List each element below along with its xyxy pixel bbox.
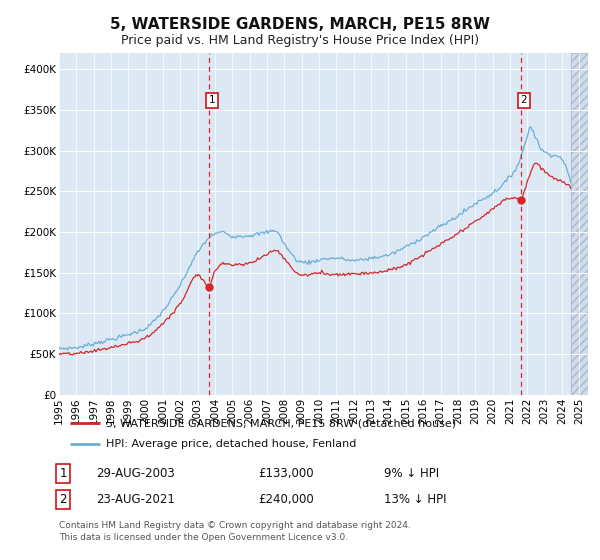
Text: 29-AUG-2003: 29-AUG-2003	[96, 466, 175, 480]
Text: 13% ↓ HPI: 13% ↓ HPI	[384, 493, 446, 506]
Text: Price paid vs. HM Land Registry's House Price Index (HPI): Price paid vs. HM Land Registry's House …	[121, 34, 479, 47]
Bar	[571, 53, 588, 395]
Text: Contains HM Land Registry data © Crown copyright and database right 2024.: Contains HM Land Registry data © Crown c…	[59, 521, 410, 530]
Text: £133,000: £133,000	[258, 466, 314, 480]
Bar	[571, 53, 588, 395]
Text: 2: 2	[59, 493, 67, 506]
Text: HPI: Average price, detached house, Fenland: HPI: Average price, detached house, Fenl…	[106, 440, 356, 450]
Text: 2: 2	[520, 95, 527, 105]
Text: 1: 1	[59, 466, 67, 480]
Text: 23-AUG-2021: 23-AUG-2021	[96, 493, 175, 506]
Text: 5, WATERSIDE GARDENS, MARCH, PE15 8RW: 5, WATERSIDE GARDENS, MARCH, PE15 8RW	[110, 17, 490, 32]
Text: 1: 1	[208, 95, 215, 105]
Text: £240,000: £240,000	[258, 493, 314, 506]
Text: 5, WATERSIDE GARDENS, MARCH, PE15 8RW (detached house): 5, WATERSIDE GARDENS, MARCH, PE15 8RW (d…	[106, 418, 457, 428]
Text: 9% ↓ HPI: 9% ↓ HPI	[384, 466, 439, 480]
Text: This data is licensed under the Open Government Licence v3.0.: This data is licensed under the Open Gov…	[59, 533, 348, 542]
